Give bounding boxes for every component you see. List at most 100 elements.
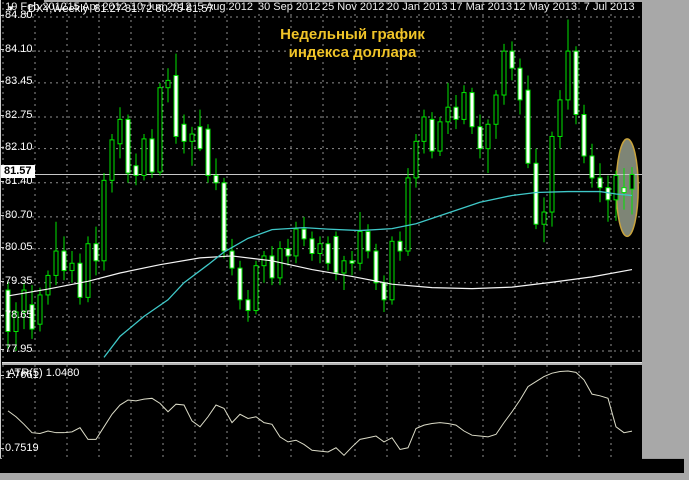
axis-tick [0, 349, 4, 350]
candlestick [389, 240, 395, 301]
candlestick [333, 235, 339, 274]
candlestick [445, 106, 451, 123]
candlestick [125, 118, 131, 174]
indicator-value: 1.0480 [45, 367, 80, 379]
candlestick [437, 121, 443, 152]
candlestick [373, 250, 379, 284]
ohlc-values: 81.27 81.72 80.75 81.57 [94, 3, 214, 15]
candlestick [117, 118, 123, 145]
time-axis[interactable]: 19 Feb 2012 15 Apr 2012 10 Jun 2012 5 Aug 2… [0, 1, 684, 473]
candlestick [237, 267, 243, 301]
price-axis-label: 83.45 [5, 74, 33, 87]
candlestick [317, 243, 323, 254]
indicator-panel[interactable] [2, 365, 642, 460]
candlestick [413, 140, 419, 179]
indicator-axis-min: 0.7519 [5, 441, 39, 454]
axis-tick [0, 15, 4, 16]
candlestick [5, 289, 11, 333]
main-chart-panel[interactable] [2, 2, 642, 362]
date-label: 20 Jan 2013 [386, 1, 448, 13]
candlestick [533, 162, 539, 225]
symbol-label: _DXY,Weekly [21, 3, 89, 15]
axis-tick [0, 375, 4, 376]
candlestick [557, 99, 563, 137]
candlestick [93, 243, 99, 262]
axis-tick [0, 280, 4, 282]
candlestick [293, 228, 299, 257]
candlestick [285, 248, 291, 257]
candlestick [61, 250, 67, 272]
candlestick [53, 250, 59, 276]
candlestick [613, 174, 619, 201]
candlestick [509, 50, 515, 69]
candlestick [453, 106, 459, 120]
date-label: 7 Jul 2013 [583, 1, 635, 13]
candlestick [45, 274, 51, 296]
current-price-label: 81.57 [1, 165, 35, 179]
candlestick [229, 250, 235, 269]
annotation-line-2: индекса доллара [288, 44, 417, 61]
candlestick [181, 123, 187, 142]
candlestick [189, 133, 195, 142]
candlestick [517, 67, 523, 101]
date-label: 15 Apr 2012 [67, 1, 127, 13]
candlestick [261, 255, 267, 267]
date-label: 5 Aug 2012 [197, 1, 254, 13]
price-axis-label: 84.80 [5, 9, 33, 21]
candlestick [381, 282, 387, 301]
candlestick [85, 243, 91, 298]
price-axis-label: 79.35 [5, 274, 33, 287]
candlestick [77, 262, 83, 298]
price-axis-label: 82.10 [5, 140, 33, 153]
axis-tick [0, 447, 4, 449]
candlestick [325, 243, 331, 264]
ma-long-line [7, 255, 633, 297]
axis-tick [0, 49, 4, 51]
candlestick [621, 187, 627, 194]
axis-tick [0, 146, 4, 148]
highlight-ellipse [615, 138, 639, 238]
candlestick [301, 228, 307, 240]
price-axis-label: 77.95 [5, 343, 33, 355]
price-axis-label: 84.10 [5, 43, 33, 56]
axis-tick [0, 114, 4, 116]
candlestick [597, 177, 603, 189]
candlestick [21, 289, 27, 313]
candlestick [269, 255, 275, 279]
axis-tick [0, 214, 4, 216]
candlestick [133, 165, 139, 176]
candlestick [429, 118, 435, 152]
candlestick [565, 50, 571, 101]
panel-separator[interactable] [2, 362, 642, 365]
candlestick [109, 139, 115, 181]
ma-short-line [103, 190, 633, 358]
candlestick [493, 94, 499, 125]
candlestick [541, 211, 547, 225]
date-label: 12 May 2013 [513, 1, 577, 13]
axis-tick [0, 180, 4, 182]
price-axis-label: 80.05 [5, 240, 33, 253]
indicator-canvas[interactable] [2, 365, 642, 460]
candlestick [197, 126, 203, 150]
chart-dropdown-icon[interactable]: ▼ [7, 4, 15, 13]
candlestick [589, 155, 595, 179]
candlestick [157, 87, 163, 173]
annotation-line-1: Недельный график [280, 26, 425, 43]
candlestick [309, 238, 315, 254]
candlestick [525, 89, 531, 164]
price-axis-label: 80.70 [5, 208, 33, 221]
axis-tick [0, 314, 4, 316]
candlestick [13, 311, 19, 333]
candlestick [37, 294, 43, 325]
candlestick [365, 231, 371, 252]
candlestick [101, 179, 107, 262]
candlestick [485, 123, 491, 150]
candlestick [29, 304, 35, 330]
candlestick [405, 177, 411, 252]
symbol-ohlc-line: ▼ _DXY,Weekly 81.27 81.72 80.75 81.57 [7, 3, 214, 15]
price-axis-label: 82.75 [5, 108, 33, 121]
price-axis-label: 81.40 [5, 174, 33, 187]
price-chart-canvas[interactable] [2, 2, 642, 362]
candlestick [149, 138, 155, 173]
